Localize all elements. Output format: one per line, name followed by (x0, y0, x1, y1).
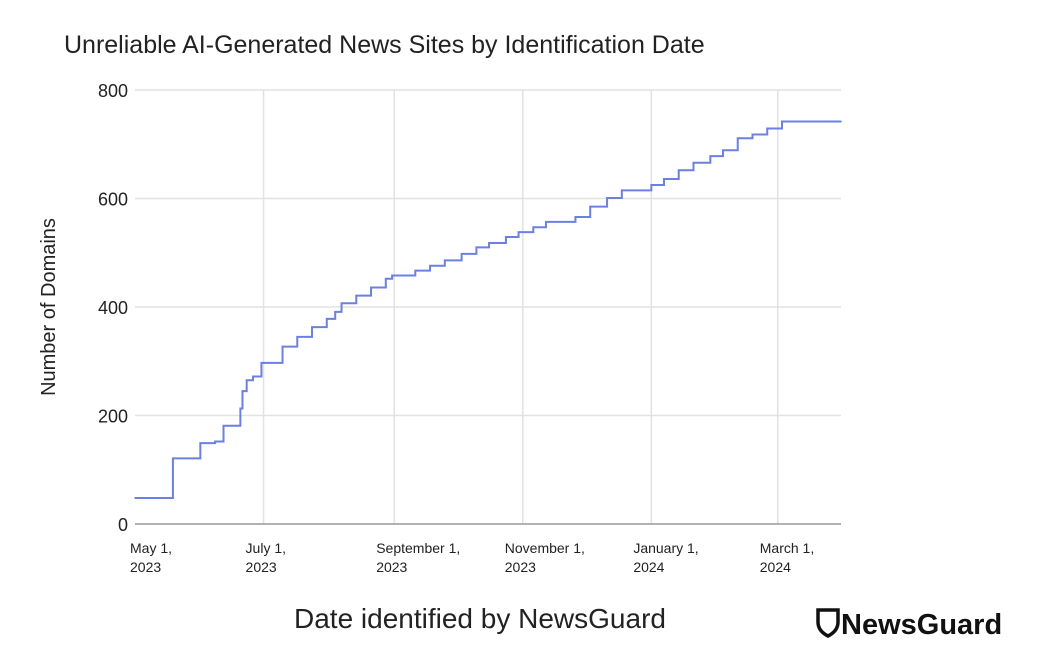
logo-text: NewsGuard (841, 609, 1002, 641)
data-point (722, 149, 724, 152)
data-point (663, 178, 665, 180)
newsguard-logo: NewsGuard (816, 608, 1002, 641)
y-tick-label: 0 (118, 515, 128, 535)
data-point (589, 205, 592, 208)
data-point (252, 375, 254, 378)
data-point (340, 302, 343, 305)
x-tick-label-line2: 2023 (246, 559, 277, 575)
data-point (391, 274, 393, 277)
data-point (214, 440, 216, 443)
data-point (545, 221, 547, 223)
x-tick-label-line2: 2024 (760, 559, 791, 575)
gridlines (135, 89, 841, 524)
data-point (781, 120, 783, 123)
x-tick-label-line1: July 1, (246, 540, 286, 556)
data-point (414, 269, 417, 272)
data-point (325, 318, 328, 320)
data-point (296, 336, 299, 338)
shield-icon (816, 608, 840, 638)
data-point (172, 457, 174, 460)
x-tick-label-line1: January 1, (633, 540, 698, 556)
data-point (606, 197, 608, 199)
data-point (517, 231, 520, 233)
y-tick-labels: 0 200 400 600 800 (98, 81, 128, 535)
data-point (650, 184, 653, 186)
data-point (429, 264, 431, 267)
y-tick-label: 600 (98, 190, 128, 210)
data-point (621, 189, 623, 192)
data-point (505, 236, 507, 238)
x-tick-label-line2: 2023 (376, 559, 407, 575)
data-point (134, 497, 136, 499)
y-tick-label: 200 (98, 407, 128, 427)
data-point (460, 253, 463, 255)
data-point (241, 390, 244, 392)
x-axis-label: Date identified by NewsGuard (294, 603, 666, 634)
data-point (334, 311, 337, 313)
x-tick-label-line1: March 1, (760, 540, 814, 556)
series-line (135, 120, 841, 499)
data-point (488, 242, 490, 244)
y-tick-label: 800 (98, 81, 128, 101)
data-point (840, 120, 842, 123)
y-tick-label: 400 (98, 298, 128, 318)
data-point (574, 216, 577, 218)
data-point (475, 246, 478, 249)
data-point (260, 362, 263, 364)
data-point (751, 133, 754, 136)
data-point (355, 294, 358, 297)
data-point (311, 326, 313, 328)
data-point (736, 137, 739, 140)
data-point (443, 259, 446, 262)
data-point (692, 161, 695, 164)
x-tick-labels: May 1, 2023 July 1, 2023 September 1, 2023 Nov… (130, 540, 814, 575)
data-points (134, 120, 842, 499)
data-point (239, 407, 242, 410)
x-tick-label-line2: 2023 (505, 559, 536, 575)
data-point (222, 425, 225, 427)
x-tick-label-line2: 2024 (633, 559, 664, 575)
data-point (709, 155, 712, 157)
y-axis-label: Number of Domains (38, 218, 60, 396)
chart-title: Unreliable AI-Generated News Sites by Id… (64, 31, 705, 59)
data-point (370, 286, 372, 289)
x-tick-label-line1: September 1, (376, 540, 460, 556)
data-point (281, 345, 284, 348)
data-point (245, 379, 248, 382)
x-tick-label-line1: May 1, (130, 540, 172, 556)
data-point (384, 277, 387, 280)
data-point (766, 127, 769, 130)
data-point (532, 226, 535, 229)
x-tick-label-line1: November 1, (505, 540, 585, 556)
data-point (199, 442, 202, 444)
data-point (677, 169, 680, 172)
x-tick-label-line2: 2023 (130, 559, 161, 575)
